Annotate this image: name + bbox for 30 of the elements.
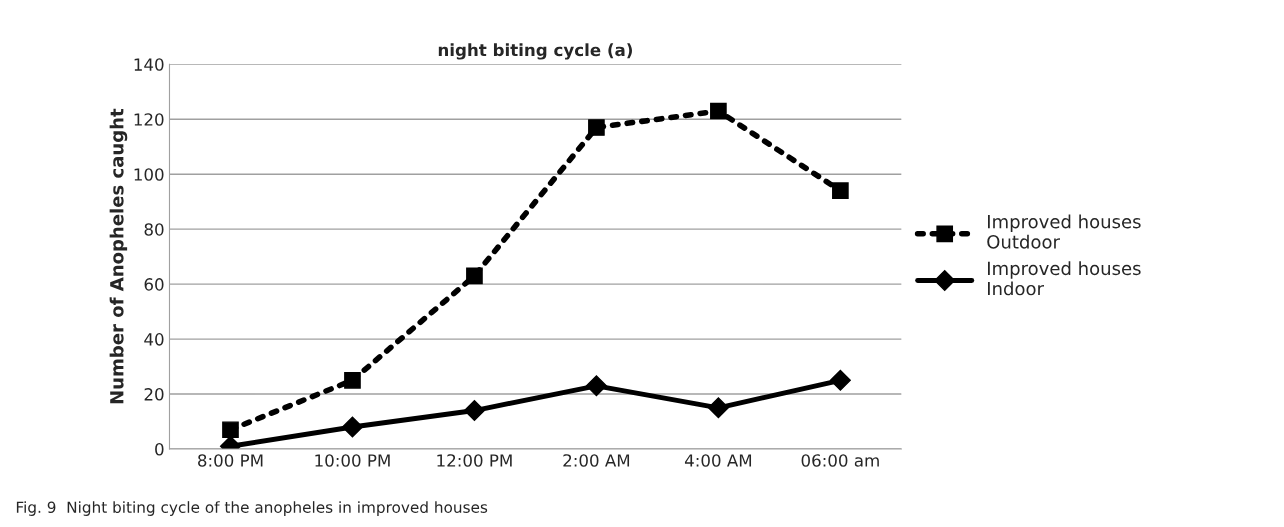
point bbox=[341, 416, 363, 438]
y-tick-label: 60 bbox=[144, 278, 164, 291]
y-tick-label: 0 bbox=[155, 442, 164, 456]
point bbox=[829, 369, 851, 391]
y-tick-label: 80 bbox=[144, 223, 164, 236]
point bbox=[588, 119, 605, 136]
point bbox=[463, 400, 485, 422]
point bbox=[344, 371, 361, 389]
x-tick-label: 4:00 AM bbox=[684, 454, 752, 467]
legend-label: Improved houses Indoor bbox=[988, 261, 1141, 296]
point bbox=[832, 182, 849, 200]
x-tick-label: 8:00 PM bbox=[198, 454, 263, 467]
point bbox=[585, 375, 607, 397]
legend-label: Improved houses Outdoor bbox=[987, 214, 1141, 249]
chart-title: night biting cycle (a) bbox=[438, 43, 632, 60]
x-tick-label: 12:00 PM bbox=[437, 454, 512, 467]
y-axis-title: Number of Anopheles caught bbox=[109, 108, 128, 404]
x-tick-label: 10:00 PM bbox=[315, 454, 390, 467]
point bbox=[466, 267, 483, 285]
point bbox=[707, 397, 729, 419]
x-tick-label: 2:00 AM bbox=[563, 454, 630, 467]
point bbox=[222, 421, 239, 439]
x-tick-label: 06:00 am bbox=[801, 454, 879, 467]
y-tick-label: 140 bbox=[134, 58, 164, 71]
y-tick-label: 120 bbox=[134, 113, 164, 126]
point bbox=[710, 102, 727, 120]
y-tick-label: 20 bbox=[144, 388, 164, 401]
y-tick-label: 100 bbox=[134, 168, 164, 181]
caption: Fig. 9 Night biting cycle of the anopheles in improved houses bbox=[16, 501, 488, 516]
y-tick-label: 40 bbox=[144, 333, 164, 346]
